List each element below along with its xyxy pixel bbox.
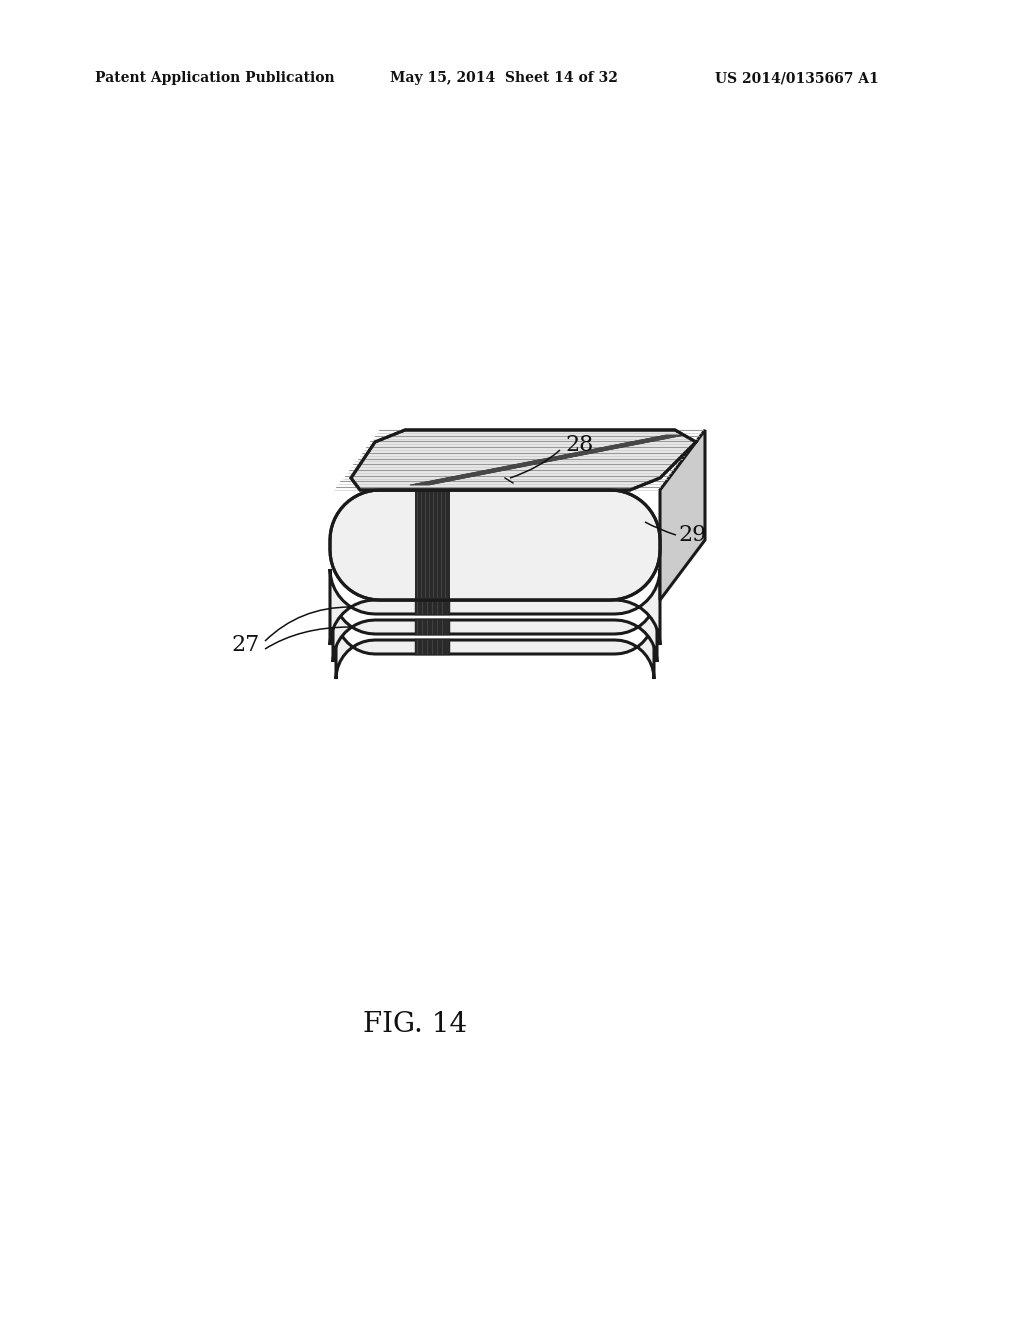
Polygon shape xyxy=(330,490,660,601)
Polygon shape xyxy=(330,569,660,645)
Polygon shape xyxy=(415,490,450,601)
Text: US 2014/0135667 A1: US 2014/0135667 A1 xyxy=(715,71,879,84)
Polygon shape xyxy=(660,430,705,601)
Text: 29: 29 xyxy=(678,524,707,546)
Text: May 15, 2014  Sheet 14 of 32: May 15, 2014 Sheet 14 of 32 xyxy=(390,71,617,84)
Polygon shape xyxy=(333,591,657,663)
Text: 28: 28 xyxy=(565,434,593,455)
Polygon shape xyxy=(410,436,685,484)
Polygon shape xyxy=(336,615,654,678)
Polygon shape xyxy=(415,599,450,615)
Polygon shape xyxy=(415,639,450,655)
Text: 27: 27 xyxy=(231,634,260,656)
Text: FIG. 14: FIG. 14 xyxy=(362,1011,467,1039)
Polygon shape xyxy=(415,619,450,635)
Polygon shape xyxy=(351,430,696,490)
Text: Patent Application Publication: Patent Application Publication xyxy=(95,71,335,84)
